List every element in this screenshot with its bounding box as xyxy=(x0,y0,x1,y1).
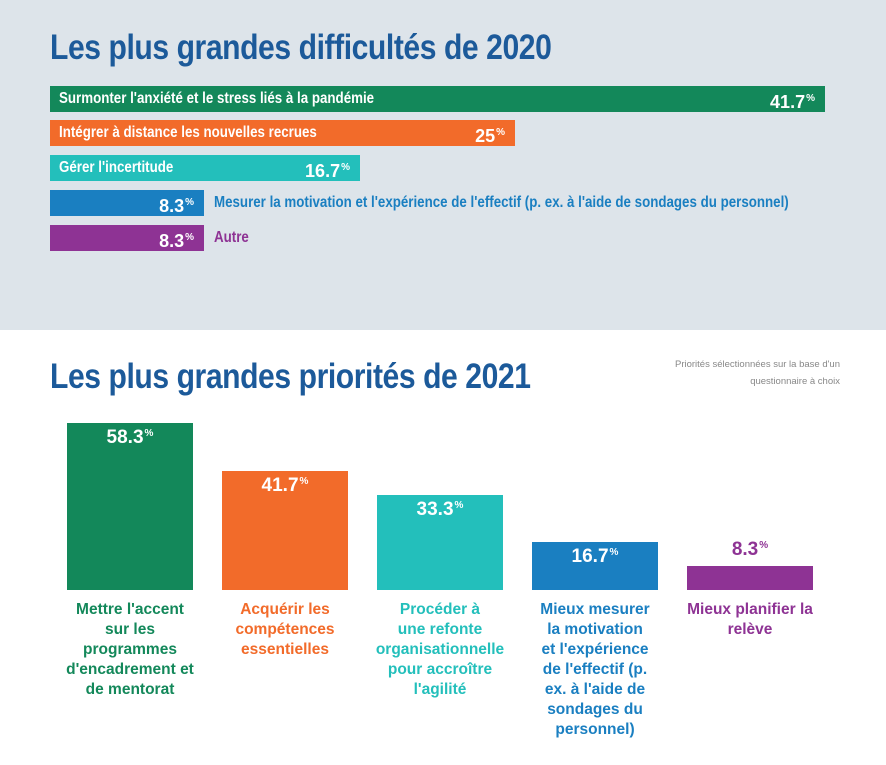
priority-category-line: d'encadrement et xyxy=(66,661,194,678)
priority-category-line: relève xyxy=(727,621,773,638)
priorities-note: Priorités sélectionnées sur la base d'un… xyxy=(640,356,840,390)
difficulty-bar-value: 41.7% xyxy=(770,92,815,112)
note-line-1: Priorités sélectionnées sur la base d'un xyxy=(675,359,840,370)
percent-sign: % xyxy=(185,197,194,208)
priority-category-label: Procéder à une refonte organisationnelle po… xyxy=(365,600,515,700)
priority-category-line: organisationnelle xyxy=(375,641,505,658)
priority-category-line: ex. à l'aide de xyxy=(544,681,646,698)
priority-category-line: de mentorat xyxy=(85,681,175,698)
priority-bar-value: 41.7% xyxy=(261,475,309,496)
difficulty-bar-label: Gérer l'incertitude xyxy=(59,159,174,176)
priority-category-line: Procéder à xyxy=(399,601,481,618)
difficulty-bar-label: Intégrer à distance les nouvelles recrue… xyxy=(59,124,317,141)
priority-bar: 41.7% xyxy=(222,471,348,590)
priority-category-line: Acquérir les xyxy=(240,601,330,618)
difficulty-bar-value: 8.3% xyxy=(159,196,194,216)
percent-sign: % xyxy=(806,93,815,104)
priority-category-label: Mettre l'accent sur les programmes d'encadr… xyxy=(55,600,205,700)
difficulty-bar: 8.3% xyxy=(50,190,204,216)
percent-sign: % xyxy=(609,547,619,558)
difficulties-panel: Les plus grandes difficultés de 2020 41.… xyxy=(0,0,886,330)
percent-sign: % xyxy=(299,476,309,487)
difficulty-bar-label: Autre xyxy=(214,229,249,246)
difficulty-bar-value: 16.7% xyxy=(305,161,350,181)
priority-category-line: de l'effectif (p. xyxy=(542,661,648,678)
difficulty-bar: 41.7% Surmonter l'anxiété et le stress li… xyxy=(50,86,825,112)
priority-category-line: programmes xyxy=(83,641,177,658)
priority-category-label: Mieux mesurer la motivation et l'expérienc… xyxy=(520,600,670,740)
difficulty-bar-label: Surmonter l'anxiété et le stress liés à … xyxy=(59,90,375,107)
priority-category-line: une refonte xyxy=(397,621,483,638)
priority-category-line: sur les xyxy=(105,621,155,638)
priority-category-line: sondages du xyxy=(547,701,643,718)
priority-category-line: et l'expérience xyxy=(541,641,649,658)
difficulty-bar: 8.3% xyxy=(50,225,204,251)
priority-bar: 16.7% xyxy=(532,542,658,590)
priority-category-label: Mieux planifier la relève xyxy=(675,600,825,640)
percent-sign: % xyxy=(759,540,769,551)
priority-category-line: pour accroître xyxy=(387,661,493,678)
priorities-title: Les plus grandes priorités de 2021 xyxy=(50,357,531,396)
priority-category-line: compétences xyxy=(235,621,335,638)
priority-category-line: Mieux mesurer xyxy=(540,601,650,618)
difficulties-title: Les plus grandes difficultés de 2020 xyxy=(50,28,552,67)
percent-sign: % xyxy=(496,127,505,138)
difficulty-bar-value: 25% xyxy=(475,126,505,146)
percent-sign: % xyxy=(341,162,350,173)
percent-sign: % xyxy=(185,232,194,243)
priority-category-line: la motivation xyxy=(547,621,643,638)
priority-bar-value: 8.3% xyxy=(731,539,769,560)
difficulty-bar-value: 8.3% xyxy=(159,231,194,251)
priority-bar-value: 16.7% xyxy=(571,546,619,567)
difficulty-bar: 25% Intégrer à distance les nouvelles rec… xyxy=(50,120,515,146)
priority-bar: 33.3% xyxy=(377,495,503,590)
percent-sign: % xyxy=(144,428,154,439)
priority-category-line: personnel) xyxy=(555,721,635,738)
difficulty-bar-label: Mesurer la motivation et l'expérience de… xyxy=(214,194,789,211)
priority-bar-value: 33.3% xyxy=(416,499,464,520)
note-line-2: questionnaire à choix xyxy=(750,376,840,387)
priority-bar-value: 58.3% xyxy=(106,427,154,448)
priority-bar xyxy=(687,566,813,590)
priority-bar: 58.3% xyxy=(67,423,193,590)
percent-sign: % xyxy=(454,500,464,511)
priority-category-line: Mieux planifier la xyxy=(687,601,813,618)
priority-category-label: Acquérir les compétences essentielles xyxy=(210,600,360,660)
priority-category-line: l'agilité xyxy=(413,681,467,698)
difficulty-bar: 16.7% Gérer l'incertitude xyxy=(50,155,360,181)
priority-category-line: essentielles xyxy=(241,641,329,658)
priority-category-line: Mettre l'accent xyxy=(76,601,184,618)
